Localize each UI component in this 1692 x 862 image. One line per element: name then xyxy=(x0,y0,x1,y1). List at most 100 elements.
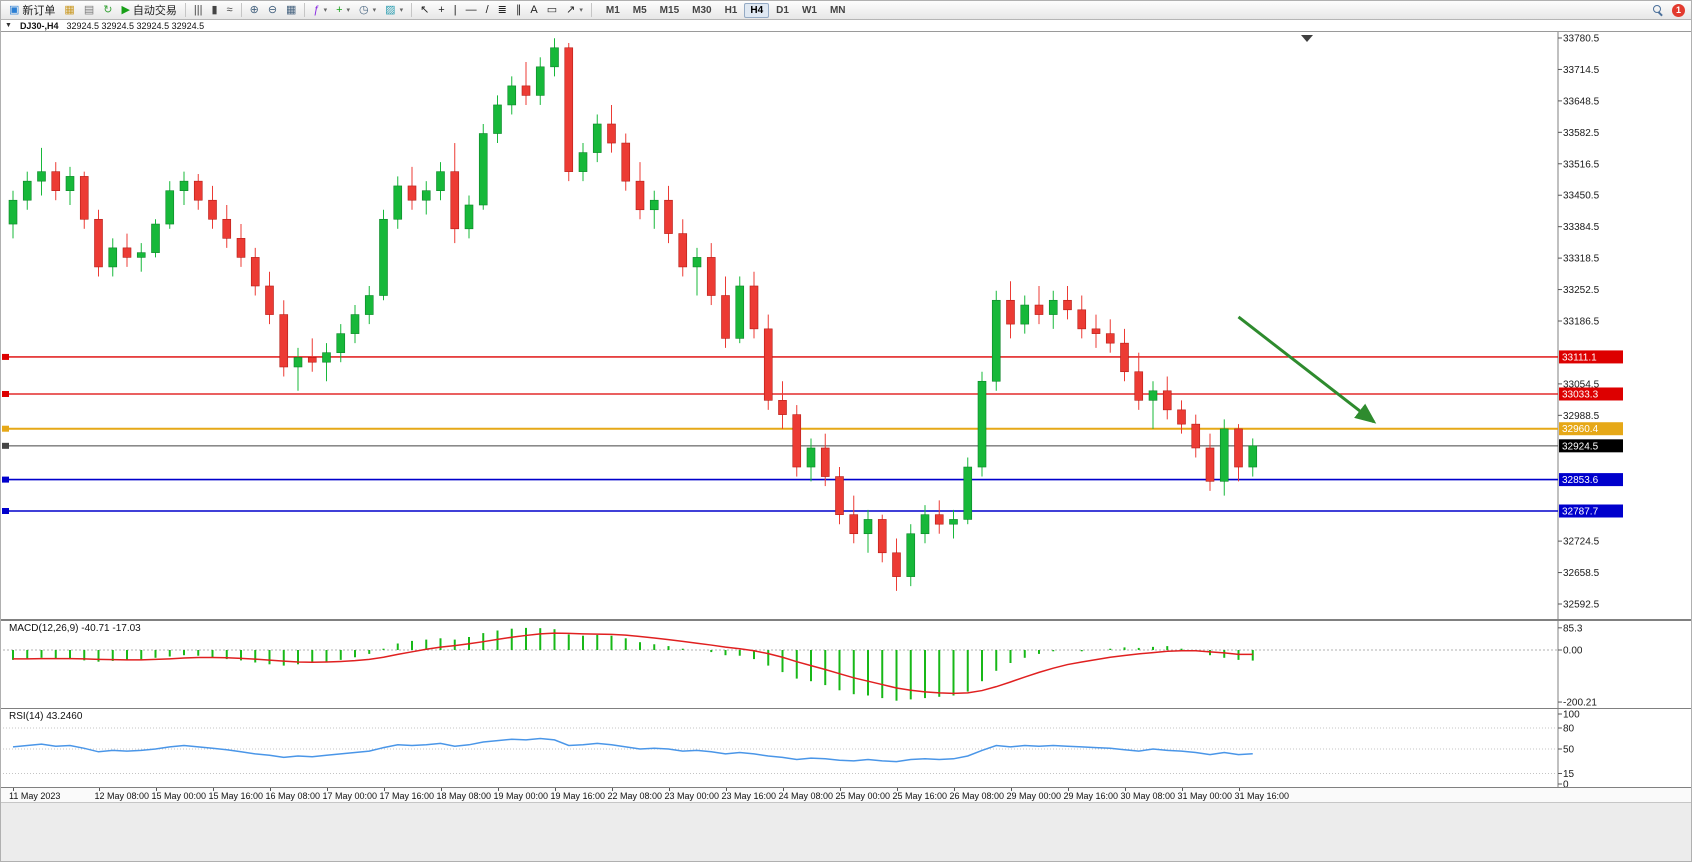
main-toolbar: ▣ 新订单 ▦ ▤ ↻ ▶ 自动交易 ||| ▮ ≈ ⊕ ⊖ ▦ ƒ ▾ + ▾ ◷ ▾ ▨ ▾ ↖ + | — / ≣ ∥ A ▭ ↗ ▾ … xyxy=(1,1,1691,20)
timeframe-m5[interactable]: M5 xyxy=(632,4,647,16)
trendline-icon: / xyxy=(485,3,489,16)
charts-button[interactable]: ▦ xyxy=(60,2,78,19)
line-chart-button[interactable]: ≈ xyxy=(223,2,237,19)
time-label: 26 May 08:00 xyxy=(949,791,1005,801)
add-indicator-button[interactable]: + ▾ xyxy=(332,2,354,19)
time-label: 22 May 08:00 xyxy=(607,791,663,801)
search-icon[interactable] xyxy=(1653,4,1664,16)
toolbar-separator xyxy=(411,3,413,17)
candlestick-icon: ▮ xyxy=(211,3,218,16)
time-tick xyxy=(611,788,613,791)
time-label: 16 May 08:00 xyxy=(265,791,321,801)
rsi-panel[interactable]: 100 80 50 150 xyxy=(1,708,1692,787)
time-tick xyxy=(98,788,100,791)
zoom-in-icon: ⊕ xyxy=(249,3,259,16)
svg-text:32960.4: 32960.4 xyxy=(1562,424,1599,435)
svg-text:0.00: 0.00 xyxy=(1563,646,1583,657)
arrows-button[interactable]: ↗ ▾ xyxy=(562,2,587,19)
time-tick xyxy=(212,788,214,791)
time-axis[interactable]: 11 May 2023 12 May 08:00 15 May 00:00 15 Ma… xyxy=(1,787,1691,802)
auto-trading-button[interactable]: ▶ 自动交易 xyxy=(117,2,180,19)
time-tick xyxy=(782,788,784,791)
svg-text:80: 80 xyxy=(1563,724,1575,735)
play-icon: ▶ xyxy=(121,3,130,16)
zoom-out-button[interactable]: ⊖ xyxy=(264,2,281,19)
time-label: 29 May 00:00 xyxy=(1006,791,1062,801)
collapse-icon[interactable]: ▼ xyxy=(5,22,12,29)
chart-title-bar[interactable]: ▼ DJ30-,H4 32924.5 32924.5 32924.5 32924… xyxy=(1,20,1691,32)
svg-text:100: 100 xyxy=(1563,710,1580,721)
refresh-button[interactable]: ↻ xyxy=(99,2,116,19)
label-button[interactable]: ▭ xyxy=(543,2,561,19)
periods-button[interactable]: ◷ ▾ xyxy=(355,2,380,19)
hline-icon: — xyxy=(465,3,477,16)
rsi-line xyxy=(12,737,1253,763)
timeframe-m15[interactable]: M15 xyxy=(659,4,680,16)
crosshair-button[interactable]: + xyxy=(434,2,448,19)
cursor-button[interactable]: ↖ xyxy=(416,2,433,19)
svg-text:33252.5: 33252.5 xyxy=(1563,285,1600,296)
timeframe-d1[interactable]: D1 xyxy=(776,4,789,16)
candlesticks[interactable] xyxy=(8,38,1258,591)
notification-badge[interactable]: 1 xyxy=(1672,3,1685,17)
horizontal-level-lines[interactable] xyxy=(2,353,1558,515)
new-order-button[interactable]: ▣ 新订单 xyxy=(5,2,59,19)
chevron-down-icon: ▾ xyxy=(372,7,377,14)
svg-text:32924.5: 32924.5 xyxy=(1562,441,1599,452)
svg-text:0: 0 xyxy=(1563,780,1569,788)
vertical-line-button[interactable]: | xyxy=(450,2,461,19)
time-label: 31 May 16:00 xyxy=(1234,791,1290,801)
time-tick xyxy=(1181,788,1183,791)
horizontal-line-button[interactable]: — xyxy=(462,2,481,19)
macd-panel[interactable]: 85.3 0.00 -200.21 xyxy=(1,620,1692,708)
price-chart-panel[interactable]: 33780.5 33714.5 33648.5 33582.5 33516.5 33450… xyxy=(1,32,1692,620)
time-label: 29 May 16:00 xyxy=(1063,791,1119,801)
svg-text:32988.5: 32988.5 xyxy=(1563,411,1600,422)
time-tick xyxy=(953,788,955,791)
bar-chart-button[interactable]: ||| xyxy=(190,2,207,19)
toolbar-separator xyxy=(304,3,306,17)
svg-text:33516.5: 33516.5 xyxy=(1563,159,1600,170)
time-label: 17 May 00:00 xyxy=(322,791,378,801)
time-tick xyxy=(725,788,727,791)
chart-background[interactable] xyxy=(1,32,1692,620)
time-tick xyxy=(497,788,499,791)
rsi-axis: 100 80 50 150 xyxy=(1558,710,1580,788)
arrow-icon: ↗ xyxy=(566,3,576,16)
timeframe-m30[interactable]: M30 xyxy=(692,4,712,16)
profiles-button[interactable]: ▤ xyxy=(80,2,98,19)
candle-chart-button[interactable]: ▮ xyxy=(207,2,221,19)
indicators-button[interactable]: ƒ ▾ xyxy=(309,2,331,19)
channel-button[interactable]: ∥ xyxy=(512,2,526,19)
window-bottom-filler xyxy=(1,802,1691,861)
time-tick xyxy=(269,788,271,791)
timeframe-w1[interactable]: W1 xyxy=(801,4,817,16)
time-label: 17 May 16:00 xyxy=(379,791,435,801)
text-button[interactable]: A xyxy=(526,2,541,19)
fibonacci-icon: ≣ xyxy=(497,3,507,16)
new-order-icon: ▣ xyxy=(9,3,20,16)
timeframe-h1[interactable]: H1 xyxy=(724,4,738,16)
chart-shift-marker[interactable] xyxy=(1301,35,1313,42)
zoom-in-button[interactable]: ⊕ xyxy=(246,2,263,19)
svg-text:33054.5: 33054.5 xyxy=(1563,379,1600,390)
timeframe-h4[interactable]: H4 xyxy=(744,2,770,18)
price-axis[interactable]: 33780.5 33714.5 33648.5 33582.5 33516.5 33450… xyxy=(1558,34,1623,611)
time-label: 30 May 08:00 xyxy=(1120,791,1176,801)
svg-text:33186.5: 33186.5 xyxy=(1563,317,1600,328)
trendline-button[interactable]: / xyxy=(482,2,493,19)
toolbar-right: 1 xyxy=(1653,3,1689,17)
plus-icon: + xyxy=(336,3,343,16)
templates-button[interactable]: ▨ ▾ xyxy=(381,2,407,19)
trend-annotation-arrow[interactable] xyxy=(1237,315,1377,424)
vline-icon: | xyxy=(453,3,457,16)
macd-indicator-label: MACD(12,26,9) -40.71 -17.03 xyxy=(9,623,141,634)
toolbar-separator xyxy=(184,3,186,17)
timeframe-m1[interactable]: M1 xyxy=(605,4,620,16)
time-label: 11 May 2023 xyxy=(9,791,61,801)
tile-windows-button[interactable]: ▦ xyxy=(282,2,300,19)
fibonacci-button[interactable]: ≣ xyxy=(494,2,511,19)
timeframe-mn[interactable]: MN xyxy=(829,4,846,16)
svg-text:32787.7: 32787.7 xyxy=(1562,507,1599,518)
